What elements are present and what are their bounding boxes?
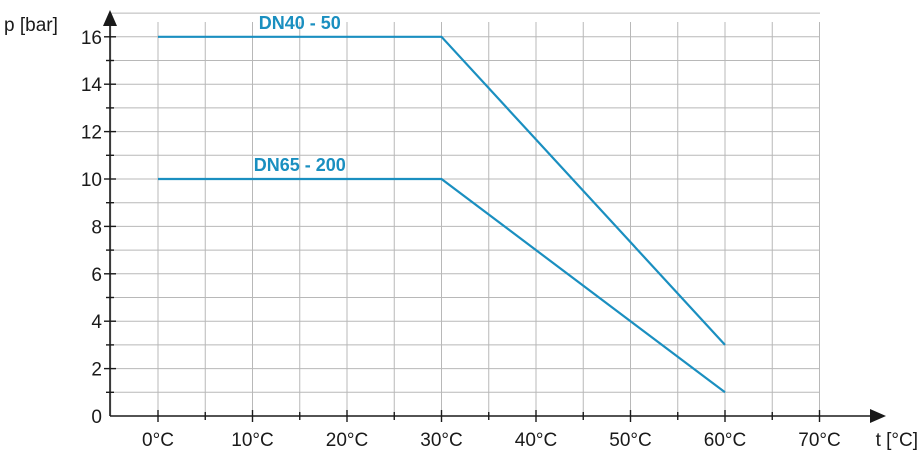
y-tick-label: 0 bbox=[91, 407, 102, 428]
y-tick-label: 8 bbox=[91, 217, 102, 238]
grid bbox=[110, 12, 820, 416]
x-axis-title: t [°C] bbox=[876, 430, 918, 451]
x-tick-label: 0°C bbox=[142, 430, 174, 451]
y-tick-label: 14 bbox=[81, 75, 103, 96]
series-label: DN40 - 50 bbox=[259, 13, 341, 33]
y-tick-label: 6 bbox=[91, 265, 102, 286]
y-tick-label: 16 bbox=[81, 28, 102, 49]
series-label: DN65 - 200 bbox=[254, 155, 346, 175]
x-tick-label: 40°C bbox=[515, 430, 557, 451]
y-tick-label: 10 bbox=[81, 170, 102, 191]
series-lines bbox=[158, 35, 726, 394]
y-tick-label: 12 bbox=[81, 123, 102, 144]
y-axis-title: p [bar] bbox=[4, 15, 58, 36]
x-axis-arrow-icon bbox=[870, 409, 886, 423]
x-tick-label: 50°C bbox=[609, 430, 651, 451]
x-tick-label: 60°C bbox=[704, 430, 746, 451]
x-tick-label: 30°C bbox=[420, 430, 462, 451]
series-line-dn40-50 bbox=[158, 35, 726, 346]
axes bbox=[103, 10, 886, 423]
x-tick-label: 20°C bbox=[326, 430, 368, 451]
y-axis-arrow-icon bbox=[103, 10, 117, 26]
series-line-dn65-200 bbox=[158, 177, 726, 394]
x-tick-label: 70°C bbox=[798, 430, 840, 451]
y-tick-label: 4 bbox=[91, 312, 102, 333]
x-tick-label: 10°C bbox=[231, 430, 273, 451]
labels: 0 2 4 6 8 10 12 14 16 0°C 10°C 20°C 30°C 40°C 50°C 60°C… bbox=[4, 13, 918, 451]
y-tick-label: 2 bbox=[91, 360, 102, 381]
